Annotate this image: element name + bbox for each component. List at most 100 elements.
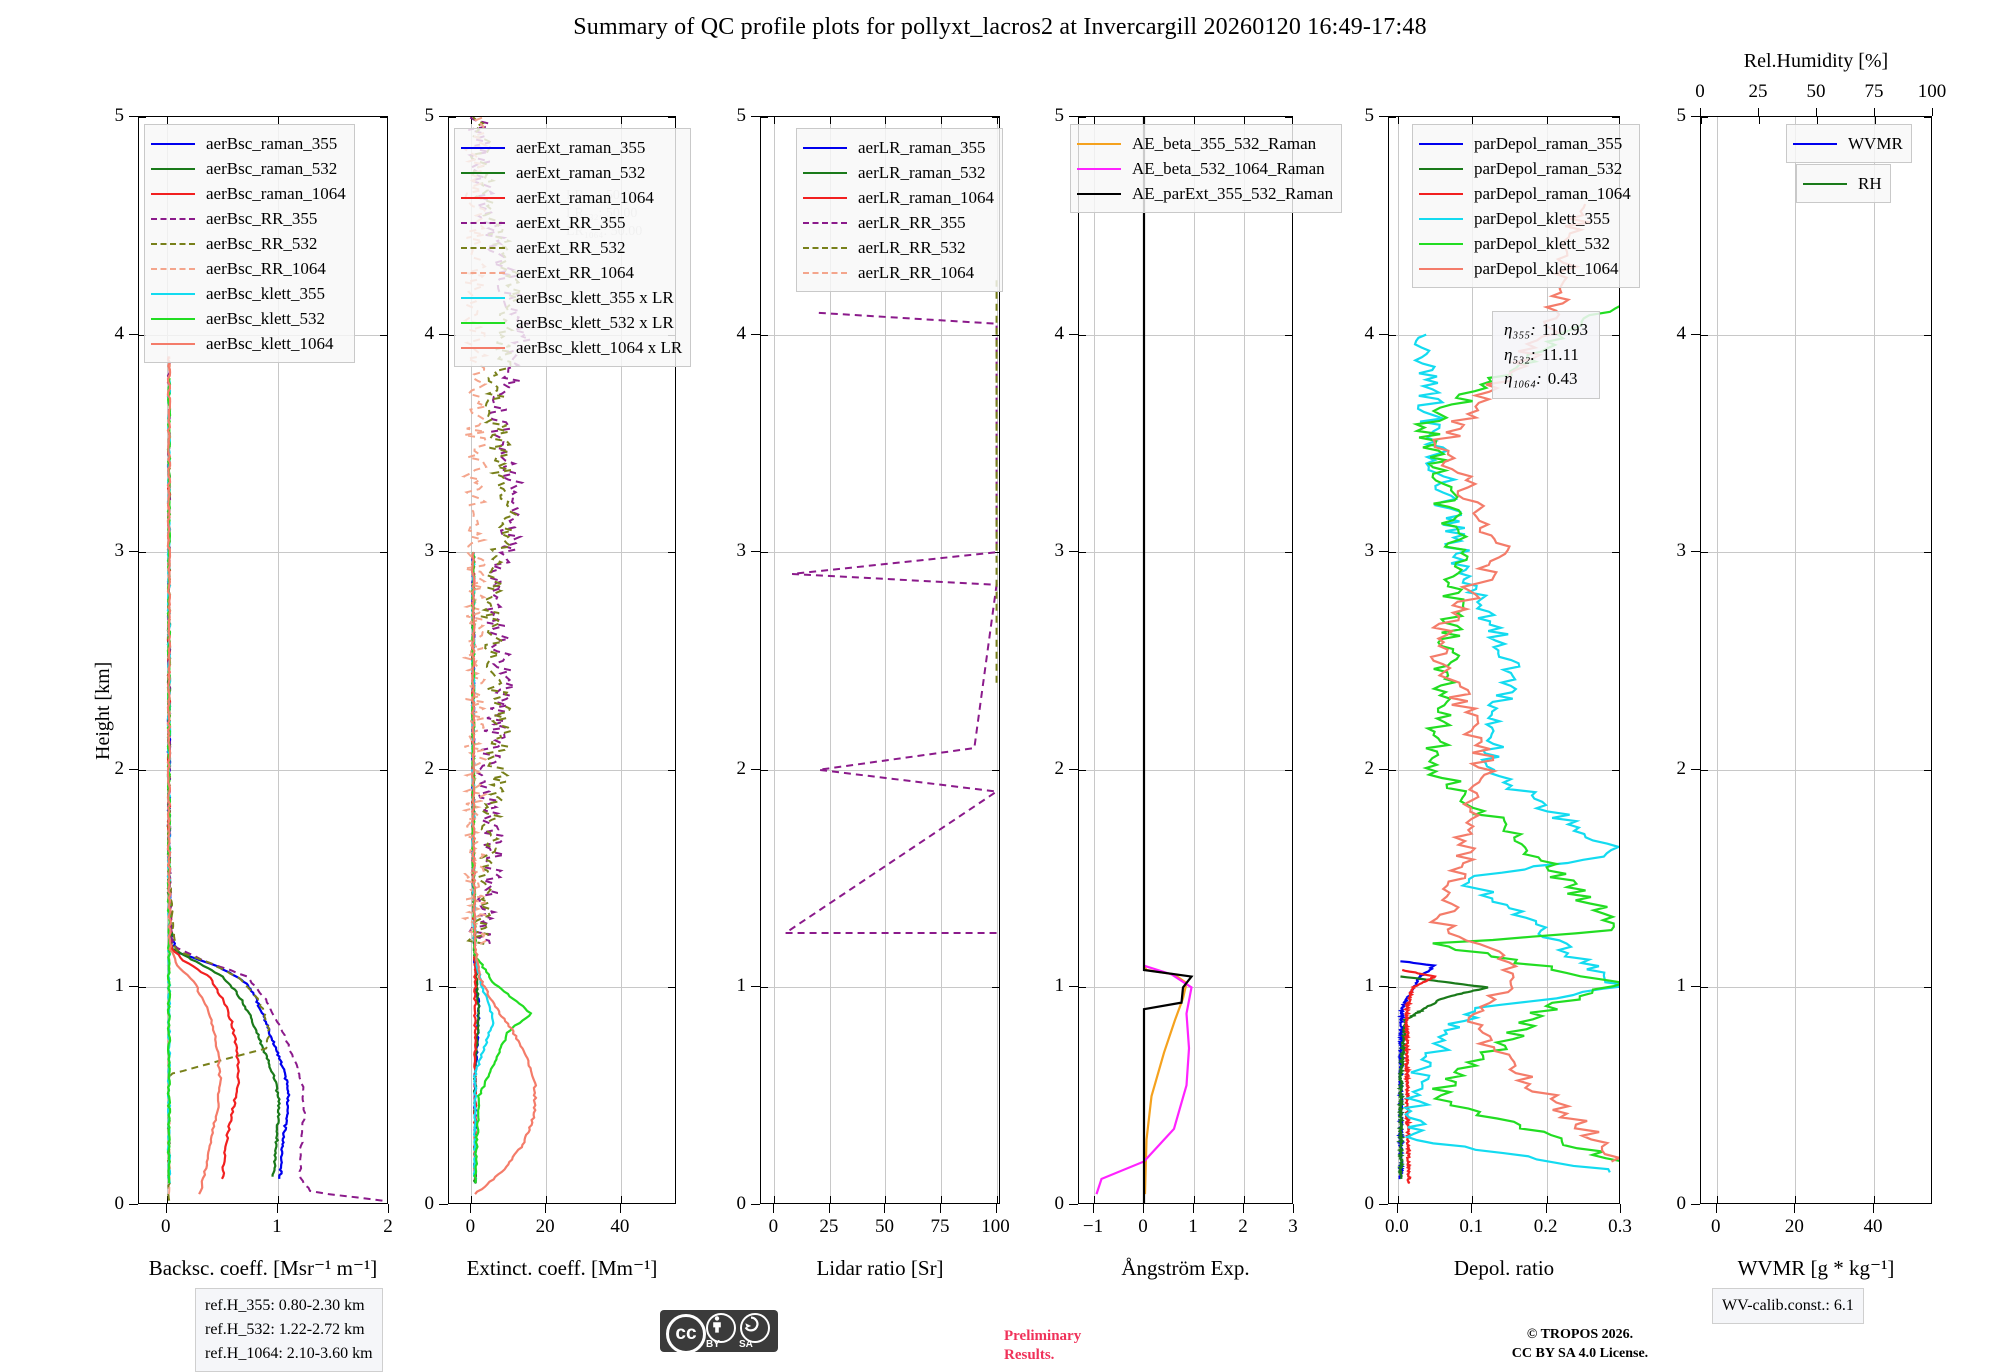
y-tick-inner — [761, 117, 768, 118]
legend-swatch-aerbsc-rr-1064 — [151, 267, 195, 270]
y-tick-inner — [449, 987, 456, 989]
y-tick-inner — [1389, 987, 1396, 989]
legend-item: parDepol_raman_532 — [1419, 156, 1631, 181]
x-tick-inner — [620, 1196, 622, 1203]
legend-label: AE_beta_532_1064_Raman — [1132, 158, 1325, 178]
y-tick — [751, 1204, 760, 1205]
y-tick — [751, 768, 760, 770]
x-tick — [1471, 1204, 1473, 1213]
x-tick — [276, 1204, 278, 1213]
gridline-horizontal — [1079, 334, 1292, 336]
x-tick-label: 100 — [981, 1216, 1010, 1237]
y-tick — [1379, 1204, 1388, 1205]
gridline-vertical — [620, 117, 622, 1203]
legend-label: aerLR_RR_532 — [858, 237, 966, 257]
legend-swatch-aerlr-raman-532 — [803, 171, 847, 174]
y-tick-inner — [761, 334, 768, 336]
legend-item: WVMR — [1793, 131, 1903, 156]
legend-label: aerLR_raman_1064 — [858, 187, 994, 207]
x-axis-title-extinction: Extinct. coeff. [Mm⁻¹] — [466, 1256, 658, 1280]
x-tick-inner — [1094, 1196, 1095, 1203]
data-curves-lidar-ratio — [782, 280, 999, 934]
legend-label: aerBsc_klett_532 x LR — [516, 312, 674, 332]
x-tick-inner — [1795, 1196, 1797, 1203]
y-tick-inner — [139, 552, 146, 554]
y-tick-label: 1 — [424, 975, 435, 997]
x-axis-title-angstrom: Ångström Exp. — [1121, 1256, 1250, 1280]
x-tick-top — [1472, 117, 1474, 124]
legend-swatch-wvmr — [1793, 142, 1837, 145]
y-tick-inner — [449, 552, 456, 554]
legend-swatch-aerext-rr-1064 — [461, 271, 505, 274]
legend-swatch-ae-beta-355-532-raman — [1077, 142, 1121, 145]
y-tick-inner — [449, 117, 456, 118]
legend-swatch-aerbsc-rr-355 — [151, 217, 195, 220]
legend-swatch-pardepol-klett-532 — [1419, 242, 1463, 245]
legend-swatch-aerlr-rr-532 — [803, 246, 847, 249]
gridline-horizontal — [1701, 552, 1931, 554]
x-tick-label: 2 — [383, 1216, 393, 1237]
legend-label: parDepol_klett_1064 — [1474, 258, 1619, 278]
y-tick-label: 1 — [1364, 975, 1375, 997]
legend-item: aerBsc_klett_1064 x LR — [461, 335, 682, 360]
legend-wvmr: WVMR — [1786, 124, 1912, 163]
legend-angstrom: AE_beta_355_532_Raman AE_beta_532_1064_Ra… — [1070, 124, 1343, 213]
y-tick-label: 0 — [1676, 1193, 1687, 1214]
y-tick-inner — [1079, 987, 1086, 989]
x-tick — [388, 1204, 389, 1213]
y-tick-inner — [139, 334, 146, 336]
legend-swatch-aerbsc-klett-1064-x-lr — [461, 346, 505, 349]
eta-box: η₃₅₅: 110.93 η₅₃₂: 11.11 η₁₀₆₄: 0.43 — [1492, 311, 1600, 399]
x-tick-label: 0 — [768, 1216, 779, 1237]
legend-swatch-aerbsc-raman-355 — [151, 142, 195, 145]
y-tick-inner — [761, 552, 768, 554]
y-tick — [1069, 116, 1078, 117]
legend-label: aerLR_RR_355 — [858, 212, 966, 232]
y-tick — [1379, 333, 1388, 335]
x-tick-inner — [1194, 1196, 1195, 1203]
legend-depolarization: parDepol_raman_355 parDepol_raman_532 parD… — [1412, 124, 1640, 288]
gridline-vertical — [546, 117, 548, 1203]
gridline-vertical — [1472, 117, 1474, 1203]
y-tick — [439, 768, 448, 770]
legend-label: aerBsc_raman_532 — [206, 158, 338, 178]
y-tick-label: 5 — [114, 105, 125, 126]
legend-swatch-aerbsc-raman-1064 — [151, 192, 195, 195]
legend-label: aerBsc_RR_1064 — [206, 258, 326, 278]
y-tick — [439, 551, 448, 553]
y-tick-inner — [1701, 987, 1708, 989]
gridline-horizontal — [761, 769, 999, 771]
y-tick — [1691, 116, 1700, 117]
panel-angstrom: −1 0 1 2 3 0 1 2 3 4 5 Ångström Exp. AE_beta_355_532… — [1055, 105, 1343, 1280]
top-x-tick-label: 75 — [1864, 81, 1884, 102]
legend-item: parDepol_raman_355 — [1419, 131, 1631, 156]
legend-label: WVMR — [1848, 133, 1903, 153]
y-tick-label: 1 — [114, 975, 125, 997]
plot-area-angstrom — [1078, 116, 1293, 1204]
y-tick-inner-right — [668, 117, 675, 118]
gridline-horizontal — [761, 987, 999, 989]
y-tick-inner-right — [992, 987, 999, 989]
tropos-credit-line-2: CC BY SA 4.0 License. — [1511, 1345, 1649, 1361]
legend-label: aerBsc_klett_355 — [206, 283, 325, 303]
top-x-tick-inner — [1875, 117, 1876, 124]
y-tick-inner — [1701, 552, 1708, 554]
gridline-horizontal — [1701, 987, 1931, 989]
legend-label: aerBsc_klett_532 — [206, 308, 325, 328]
data-curves-extinction — [460, 117, 538, 1195]
legend-item: AE_beta_355_532_Raman — [1077, 131, 1333, 156]
y-tick-label: 4 — [424, 322, 435, 344]
y-tick — [751, 116, 760, 117]
legend-swatch-ae-parext-355-532-raman — [1077, 192, 1121, 195]
legend-label: RH — [1858, 173, 1882, 193]
legend-label: aerLR_RR_1064 — [858, 262, 975, 282]
x-tick-label: 0.2 — [1533, 1216, 1558, 1237]
y-tick-label: 2 — [736, 757, 747, 779]
x-tick-top — [166, 117, 168, 124]
x-tick-inner — [941, 1196, 942, 1203]
x-tick-inner — [546, 1196, 548, 1203]
x-tick-top — [1194, 117, 1195, 124]
legend-backscatter: aerBsc_raman_355 aerBsc_raman_532 aerBsc_r… — [144, 124, 355, 363]
legend-swatch-aerext-raman-355 — [461, 146, 505, 149]
legend-label: parDepol_raman_355 — [1474, 133, 1623, 153]
